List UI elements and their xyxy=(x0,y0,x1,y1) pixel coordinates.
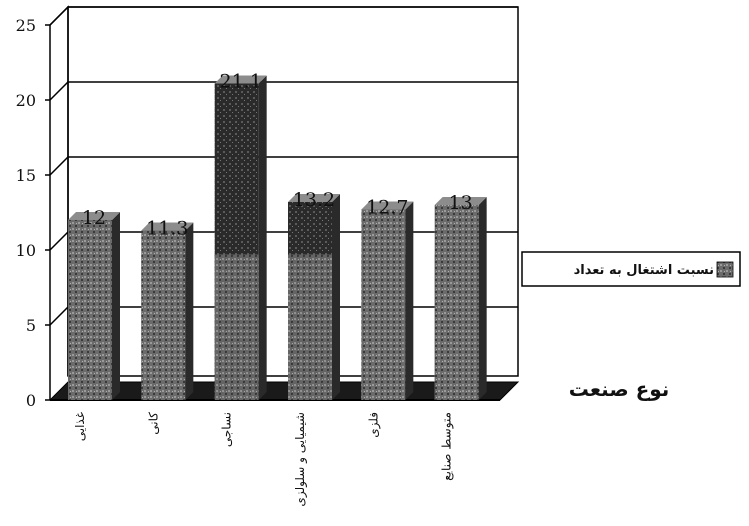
gridline xyxy=(49,6,518,26)
legend: نسبت اشتغال به تعداد xyxy=(521,251,741,287)
x-category-label: کانی xyxy=(146,412,160,435)
gridline xyxy=(49,156,518,176)
bars xyxy=(68,75,487,400)
bar xyxy=(68,212,120,400)
data-label: 21.1 xyxy=(220,71,262,93)
y-tick-label: 0 xyxy=(26,391,36,410)
data-label: 13.2 xyxy=(293,189,335,211)
bar-lower-shade xyxy=(214,254,259,400)
legend-label: نسبت اشتغال به تعداد xyxy=(574,263,714,278)
x-category-label: شیمیایی و سلولزی xyxy=(293,412,308,507)
bar xyxy=(361,201,414,400)
y-tick-label: 20 xyxy=(16,91,36,110)
y-tick-label: 5 xyxy=(26,316,36,335)
bar-lower-shade xyxy=(434,254,479,400)
x-category-label: غذایی xyxy=(73,412,87,441)
bar-side xyxy=(258,75,267,400)
bar-top xyxy=(288,194,340,202)
data-labels: 12 11.3 21.1 13.2 12.7 13 xyxy=(82,71,473,240)
bar-side xyxy=(112,212,120,400)
bar-top xyxy=(214,75,267,84)
bar xyxy=(434,197,487,400)
y-tick-label: 25 xyxy=(16,16,36,35)
bar-lower-shade xyxy=(68,254,112,400)
y-tick-label: 15 xyxy=(16,166,36,185)
x-axis-categories: غذایی کانی نساجی شیمیایی و سلولزی فلزی متوسط … xyxy=(73,412,455,507)
bar xyxy=(288,194,340,400)
bar-top xyxy=(361,201,414,210)
x-category-label: نساجی xyxy=(220,412,234,447)
bar-side xyxy=(478,197,487,400)
bar-lower-shade xyxy=(288,254,332,400)
legend-box xyxy=(521,251,741,287)
bar-lower-shade xyxy=(141,254,186,400)
x-axis-title: نوع صنعت xyxy=(569,377,670,401)
bar-side xyxy=(185,222,194,400)
legend-swatch xyxy=(716,261,734,278)
data-label: 12.7 xyxy=(366,197,408,219)
y-axis-ticks: 0 5 10 15 20 25 xyxy=(16,16,50,410)
bar-side xyxy=(332,194,340,400)
data-label: 13 xyxy=(449,192,473,214)
x-category-label: متوسط صنایع xyxy=(440,412,455,481)
data-label: 12 xyxy=(82,207,106,229)
gridline xyxy=(49,81,518,101)
bar-side xyxy=(405,201,414,400)
y-tick-label: 10 xyxy=(16,241,36,260)
bar-top xyxy=(141,222,194,231)
bar-lower-shade xyxy=(361,254,406,400)
data-label: 11.3 xyxy=(146,218,188,240)
bar xyxy=(214,75,267,400)
left-wall xyxy=(49,5,69,400)
bar-top xyxy=(434,197,487,205)
x-category-label: فلزی xyxy=(366,412,381,438)
bar-top xyxy=(68,212,120,220)
bar xyxy=(141,222,194,400)
